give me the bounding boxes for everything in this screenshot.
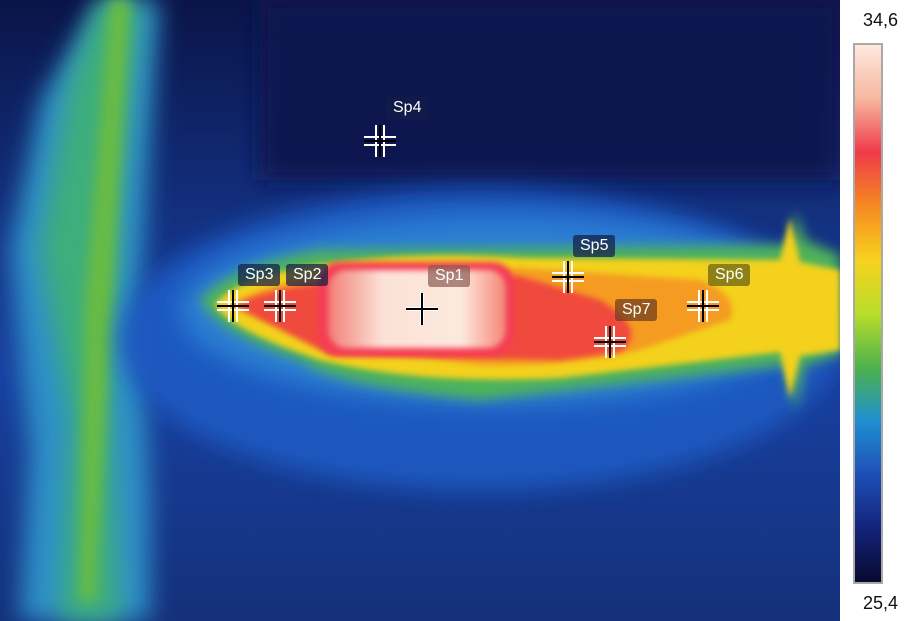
spot-label-sp2: Sp2 bbox=[286, 264, 329, 286]
crosshair-icon bbox=[364, 125, 396, 157]
spot-marker-sp6[interactable] bbox=[686, 289, 720, 323]
crosshair-icon bbox=[594, 326, 626, 358]
spot-label-sp4: Sp4 bbox=[386, 97, 429, 119]
spot-label-sp6: Sp6 bbox=[708, 264, 751, 286]
spot-label-sp5: Sp5 bbox=[573, 235, 616, 257]
crosshair-icon bbox=[217, 290, 249, 322]
temperature-scale-bar bbox=[853, 43, 883, 584]
spot-label-sp3: Sp3 bbox=[238, 264, 281, 286]
crosshair-icon bbox=[552, 261, 584, 293]
crosshair-icon bbox=[406, 293, 438, 325]
spot-marker-sp4[interactable] bbox=[363, 124, 397, 158]
spot-marker-sp3[interactable] bbox=[216, 289, 250, 323]
crosshair-icon bbox=[687, 290, 719, 322]
spot-label-sp1: Sp1 bbox=[428, 265, 471, 287]
spot-label-sp7: Sp7 bbox=[615, 299, 658, 321]
spot-marker-sp1[interactable] bbox=[405, 292, 439, 326]
spot-marker-sp2[interactable] bbox=[263, 289, 297, 323]
spot-marker-sp5[interactable] bbox=[551, 260, 585, 294]
scale-min-label: 25,4 bbox=[862, 593, 898, 613]
spot-marker-sp7[interactable] bbox=[593, 325, 627, 359]
scale-max-label: 34,6 bbox=[862, 10, 898, 30]
crosshair-icon bbox=[264, 290, 296, 322]
